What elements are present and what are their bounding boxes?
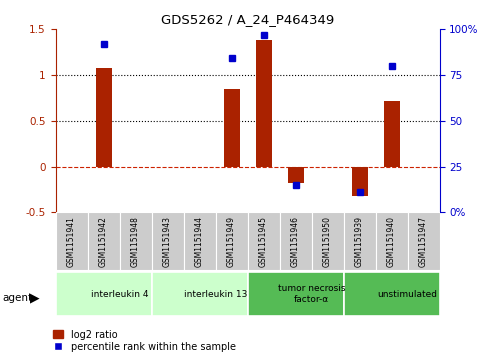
Bar	[184, 212, 215, 270]
Bar	[376, 212, 408, 270]
Bar	[352, 167, 368, 196]
Bar	[152, 272, 248, 316]
Text: GSM1151944: GSM1151944	[195, 216, 204, 267]
Text: GSM1151939: GSM1151939	[355, 216, 364, 267]
Title: GDS5262 / A_24_P464349: GDS5262 / A_24_P464349	[161, 13, 334, 26]
Text: unstimulated: unstimulated	[378, 290, 438, 298]
Text: GSM1151947: GSM1151947	[419, 216, 428, 267]
Bar	[152, 212, 184, 270]
Text: tumor necrosis
factor-α: tumor necrosis factor-α	[278, 284, 345, 304]
Text: interleukin 4: interleukin 4	[91, 290, 148, 298]
Bar	[343, 212, 376, 270]
Bar	[384, 101, 399, 167]
Text: ▶: ▶	[30, 292, 40, 305]
Text: GSM1151945: GSM1151945	[259, 216, 268, 267]
Bar	[248, 212, 280, 270]
Text: GSM1151942: GSM1151942	[99, 216, 108, 267]
Bar	[224, 89, 240, 167]
Bar	[312, 212, 343, 270]
Bar	[343, 272, 440, 316]
Text: interleukin 13: interleukin 13	[184, 290, 247, 298]
Bar	[87, 212, 120, 270]
Bar	[215, 212, 248, 270]
Text: GSM1151948: GSM1151948	[131, 216, 140, 267]
Legend: log2 ratio, percentile rank within the sample: log2 ratio, percentile rank within the s…	[53, 330, 236, 352]
Bar	[280, 212, 312, 270]
Text: GSM1151943: GSM1151943	[163, 216, 172, 267]
Bar	[56, 272, 152, 316]
Bar	[96, 68, 112, 167]
Bar	[256, 40, 271, 167]
Bar	[120, 212, 152, 270]
Bar	[56, 212, 87, 270]
Text: GSM1151940: GSM1151940	[387, 216, 396, 267]
Text: GSM1151949: GSM1151949	[227, 216, 236, 267]
Text: agent: agent	[2, 293, 32, 303]
Text: GSM1151946: GSM1151946	[291, 216, 300, 267]
Text: GSM1151950: GSM1151950	[323, 216, 332, 267]
Bar	[287, 167, 303, 183]
Bar	[408, 212, 440, 270]
Text: GSM1151941: GSM1151941	[67, 216, 76, 267]
Bar	[248, 272, 343, 316]
